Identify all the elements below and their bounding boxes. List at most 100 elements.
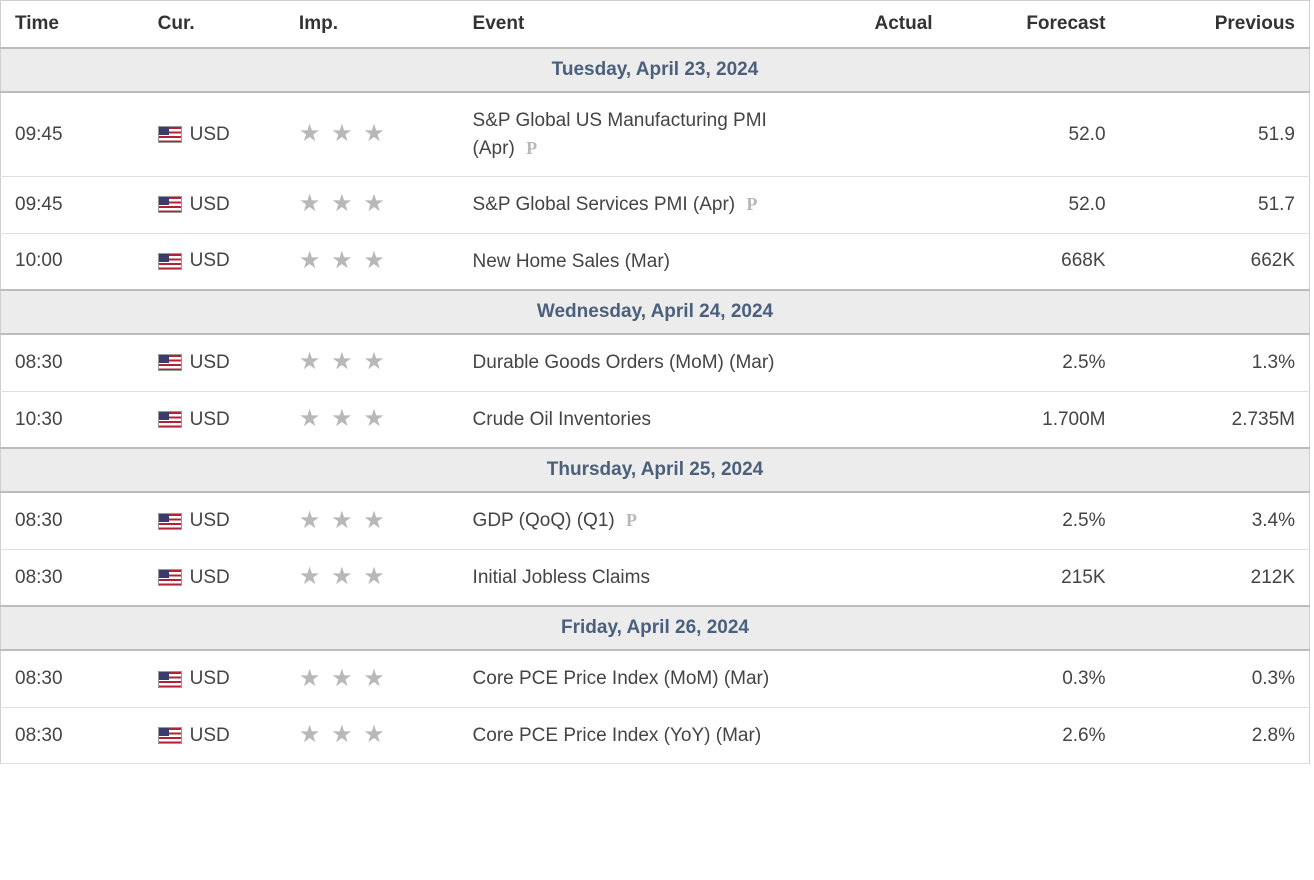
event-name-cell[interactable]: S&P Global Services PMI (Apr) P [459,177,827,234]
event-name-cell[interactable]: S&P Global US Manufacturing PMI (Apr) P [459,92,827,177]
event-forecast: 215K [947,549,1120,606]
date-header-row: Wednesday, April 24, 2024 [1,290,1310,334]
event-importance: ★ ★ ★ [285,707,459,764]
date-header-row: Friday, April 26, 2024 [1,606,1310,650]
event-importance: ★ ★ ★ [285,233,459,290]
event-currency: USD [144,492,285,549]
table-row[interactable]: 09:45 USD ★ ★ ★ S&P Global Services PMI (Ap… [1,177,1310,234]
event-previous: 51.9 [1120,92,1310,177]
event-importance: ★ ★ ★ [285,92,459,177]
us-flag-icon [158,196,182,213]
event-previous: 3.4% [1120,492,1310,549]
event-time: 09:45 [1,92,144,177]
event-name: Initial Jobless Claims [473,567,650,588]
event-time: 10:30 [1,391,144,448]
event-name-cell[interactable]: Crude Oil Inventories [459,391,827,448]
event-currency: USD [144,177,285,234]
col-header-actual: Actual [826,1,946,49]
event-name: Durable Goods Orders (MoM) (Mar) [473,352,775,373]
event-name: GDP (QoQ) (Q1) [473,510,615,531]
event-actual [826,177,946,234]
us-flag-icon [158,253,182,270]
date-header: Thursday, April 25, 2024 [1,448,1310,492]
star-icon: ★ ★ ★ [299,405,387,432]
table-header-row: Time Cur. Imp. Event Actual Forecast Pre… [1,1,1310,49]
date-header-row: Thursday, April 25, 2024 [1,448,1310,492]
table-row[interactable]: 08:30USD★ ★ ★Durable Goods Orders (MoM) … [1,334,1310,391]
event-forecast: 0.3% [947,650,1120,707]
event-importance: ★ ★ ★ [285,650,459,707]
table-row[interactable]: 08:30 USD ★ ★ ★ Core PCE Price Index (MoM) … [1,650,1310,707]
event-name: Core PCE Price Index (YoY) (Mar) [473,725,762,746]
preliminary-badge-icon: P [526,138,537,159]
date-header-row: Tuesday, April 23, 2024 [1,48,1310,92]
currency-code: USD [190,668,230,689]
date-header: Wednesday, April 24, 2024 [1,290,1310,334]
event-previous: 2.735M [1120,391,1310,448]
event-name-cell[interactable]: New Home Sales (Mar) [459,233,827,290]
star-icon: ★ ★ ★ [299,721,387,748]
event-actual [826,492,946,549]
table-row[interactable]: 08:30USD★ ★ ★GDP (QoQ) (Q1) P2.5%3.4% [1,492,1310,549]
event-currency: USD [144,391,285,448]
event-forecast: 2.6% [947,707,1120,764]
event-forecast: 668K [947,233,1120,290]
event-currency: USD [144,707,285,764]
event-previous: 2.8% [1120,707,1310,764]
preliminary-badge-icon: P [746,194,757,215]
preliminary-badge-icon: P [626,510,637,531]
us-flag-icon [158,411,182,428]
event-currency: USD [144,233,285,290]
table-row[interactable]: 10:00USD★ ★ ★New Home Sales (Mar)668K662… [1,233,1310,290]
event-time: 08:30 [1,650,144,707]
event-currency: USD [144,92,285,177]
event-forecast: 2.5% [947,334,1120,391]
event-actual [826,391,946,448]
event-time: 09:45 [1,177,144,234]
star-icon: ★ ★ ★ [299,507,387,534]
economic-calendar-table: Time Cur. Imp. Event Actual Forecast Pre… [0,0,1310,764]
star-icon: ★ ★ ★ [299,348,387,375]
event-name-cell[interactable]: Initial Jobless Claims [459,549,827,606]
event-forecast: 1.700M [947,391,1120,448]
table-row[interactable]: 08:30USD★ ★ ★Initial Jobless Claims215K2… [1,549,1310,606]
event-name-cell[interactable]: GDP (QoQ) (Q1) P [459,492,827,549]
us-flag-icon [158,354,182,371]
event-name-cell[interactable]: Core PCE Price Index (MoM) (Mar) [459,650,827,707]
us-flag-icon [158,513,182,530]
currency-code: USD [190,194,230,215]
currency-code: USD [190,510,230,531]
col-header-currency: Cur. [144,1,285,49]
currency-code: USD [190,250,230,271]
event-actual [826,650,946,707]
event-previous: 51.7 [1120,177,1310,234]
star-icon: ★ ★ ★ [299,190,387,217]
col-header-time: Time [1,1,144,49]
star-icon: ★ ★ ★ [299,563,387,590]
star-icon: ★ ★ ★ [299,247,387,274]
event-name-cell[interactable]: Durable Goods Orders (MoM) (Mar) [459,334,827,391]
table-row[interactable]: 09:45 USD ★ ★ ★S&P Global US Manufacturing… [1,92,1310,177]
event-currency: USD [144,549,285,606]
event-importance: ★ ★ ★ [285,492,459,549]
star-icon: ★ ★ ★ [299,665,387,692]
col-header-importance: Imp. [285,1,459,49]
us-flag-icon [158,671,182,688]
event-name-cell[interactable]: Core PCE Price Index (YoY) (Mar) [459,707,827,764]
event-name: New Home Sales (Mar) [473,251,670,272]
col-header-previous: Previous [1120,1,1310,49]
date-header: Friday, April 26, 2024 [1,606,1310,650]
event-importance: ★ ★ ★ [285,177,459,234]
event-actual [826,92,946,177]
event-currency: USD [144,334,285,391]
table-row[interactable]: 10:30USD ★ ★ ★ Crude Oil Inventories 1.700M… [1,391,1310,448]
event-previous: 0.3% [1120,650,1310,707]
date-header: Tuesday, April 23, 2024 [1,48,1310,92]
event-actual [826,549,946,606]
currency-code: USD [190,124,230,145]
col-header-forecast: Forecast [947,1,1120,49]
table-row[interactable]: 08:30USD★ ★ ★Core PCE Price Index (YoY) … [1,707,1310,764]
event-previous: 212K [1120,549,1310,606]
event-importance: ★ ★ ★ [285,549,459,606]
currency-code: USD [190,725,230,746]
